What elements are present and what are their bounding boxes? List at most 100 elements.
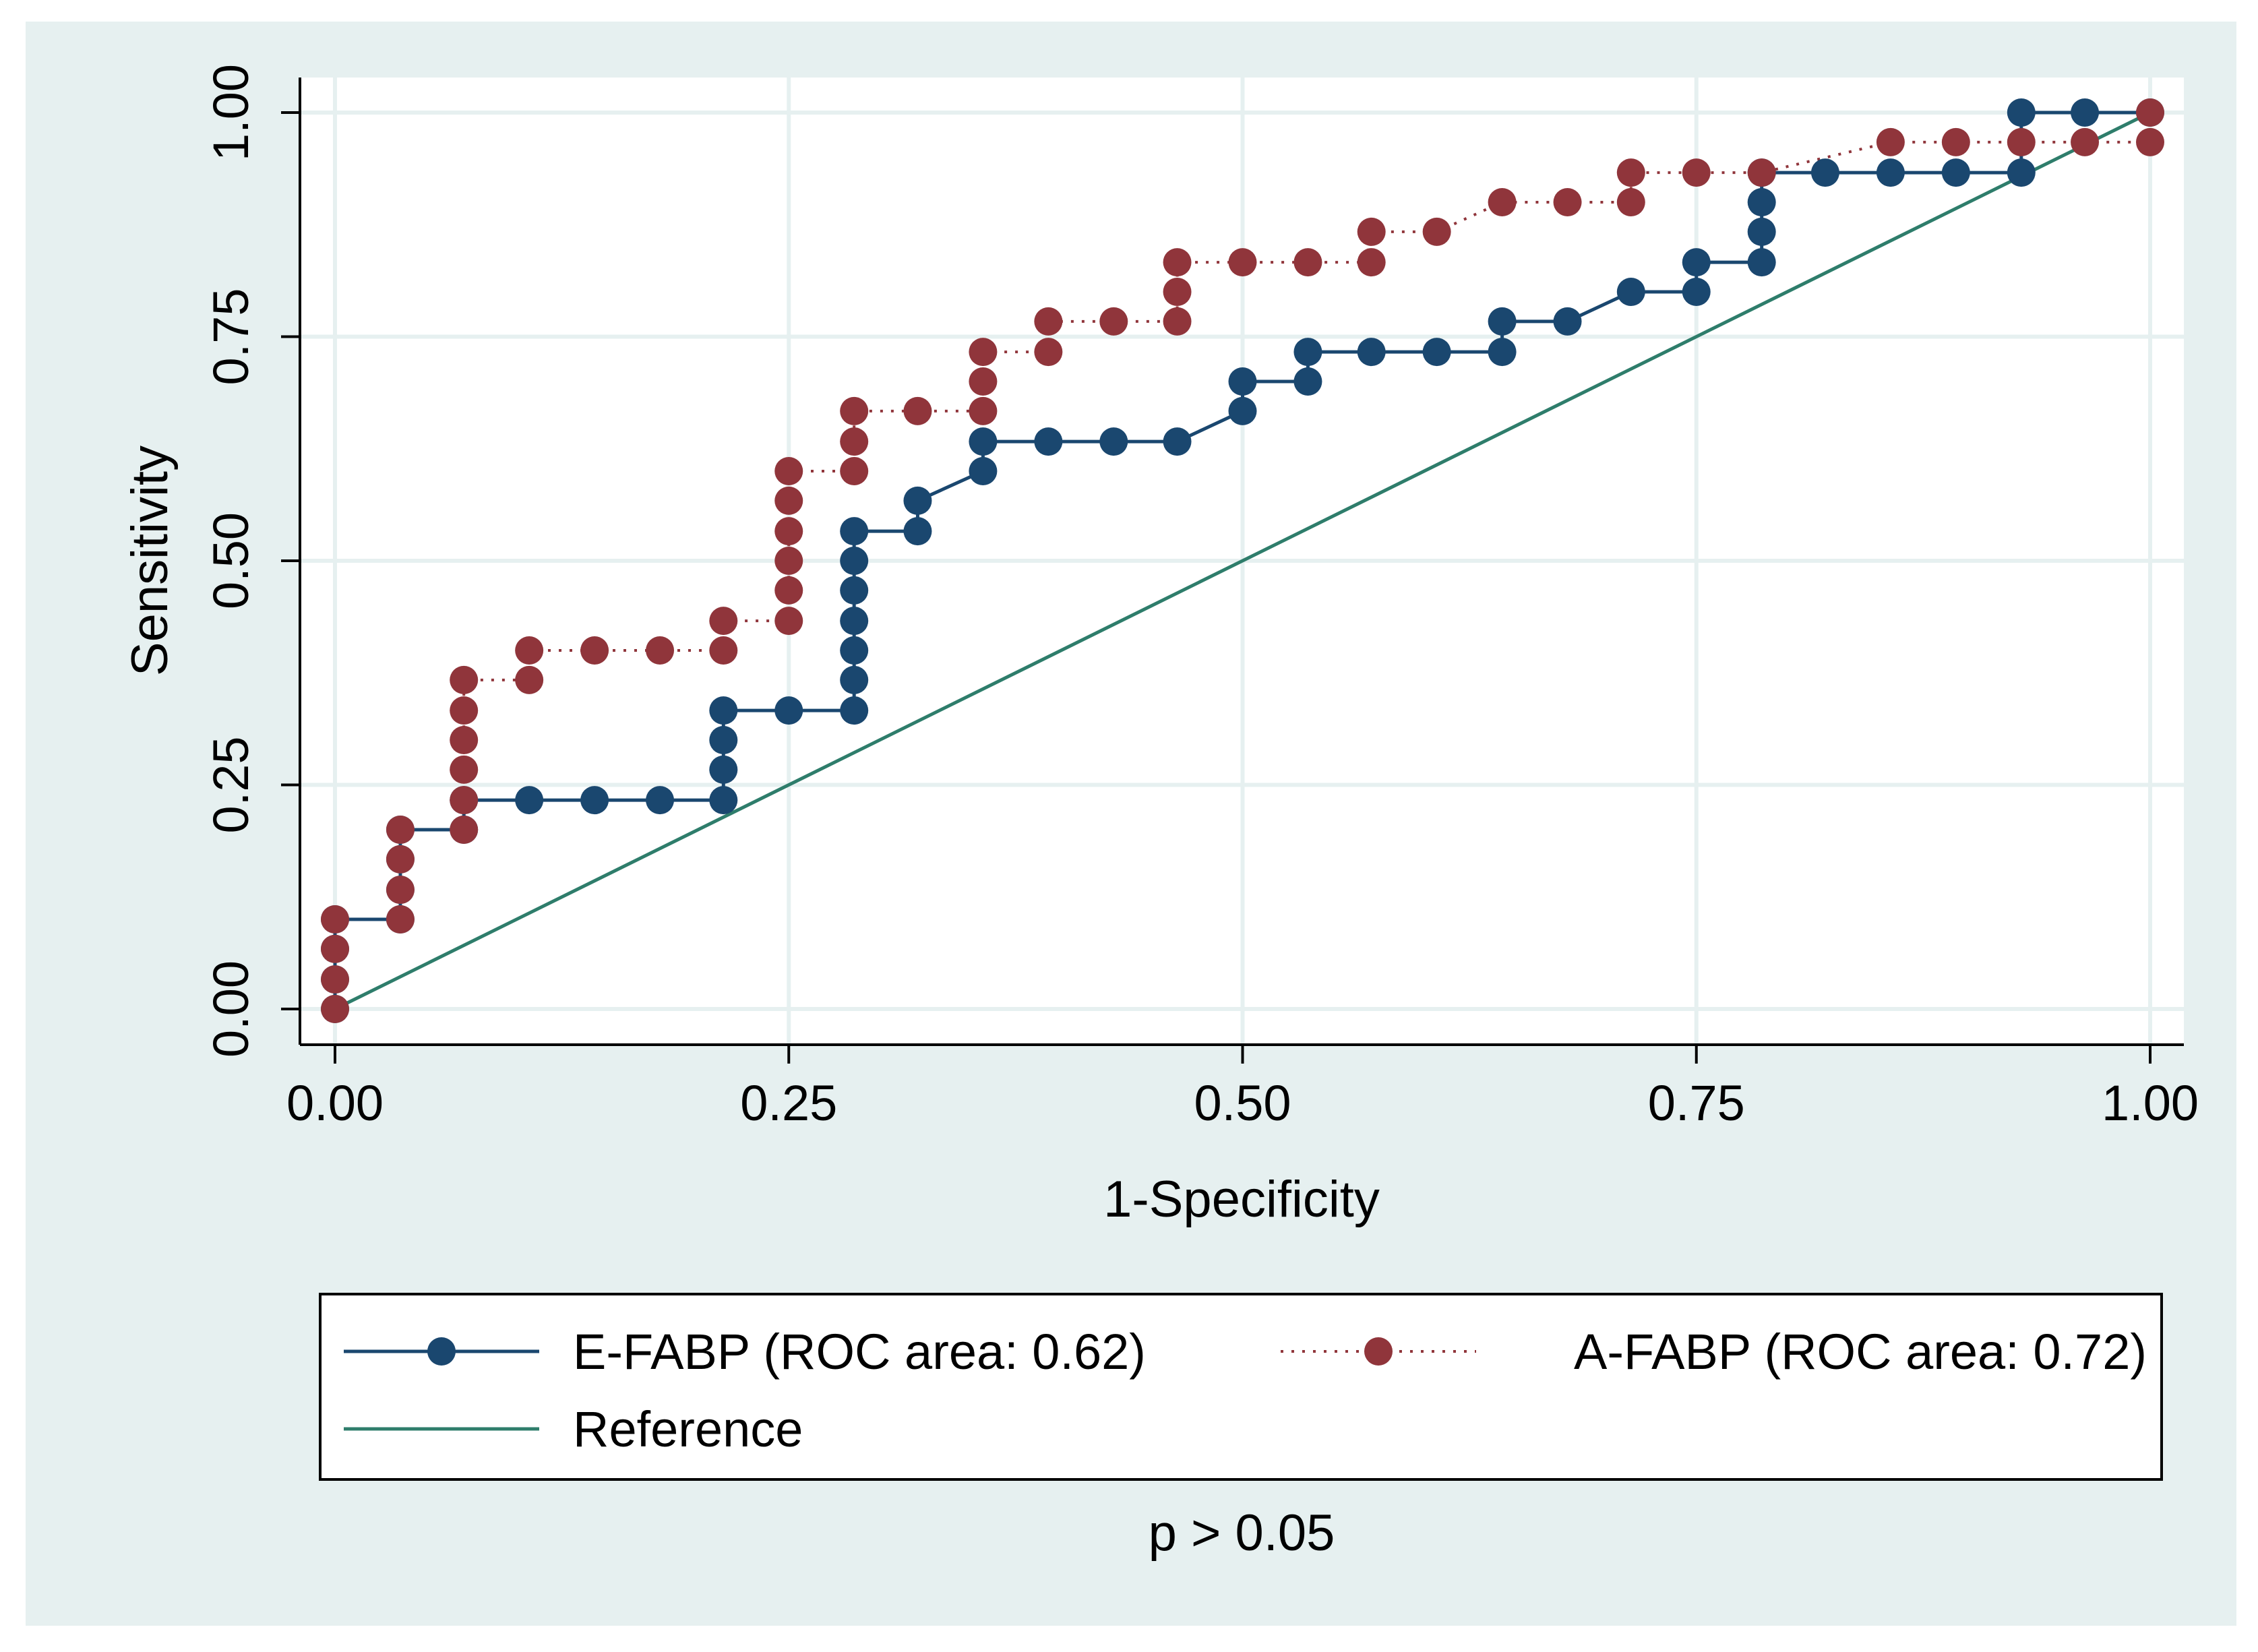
e-fabp-point bbox=[903, 517, 932, 546]
e-fabp-point bbox=[1747, 248, 1776, 277]
a-fabp-point bbox=[1616, 158, 1645, 187]
a-fabp-point bbox=[386, 905, 415, 934]
a-fabp-point bbox=[321, 995, 349, 1023]
e-fabp-point bbox=[1228, 367, 1257, 396]
a-fabp-point bbox=[774, 576, 803, 605]
y-tick-label: 0.75 bbox=[203, 288, 259, 385]
a-fabp-point bbox=[1034, 307, 1063, 336]
a-fabp-point bbox=[1553, 188, 1582, 216]
e-fabp-point bbox=[774, 696, 803, 725]
e-fabp-point bbox=[969, 427, 998, 456]
a-fabp-point bbox=[1876, 127, 1905, 156]
legend-e-fabp-label: E-FABP (ROC area: 0.62) bbox=[573, 1324, 1146, 1380]
a-fabp-point bbox=[969, 367, 998, 396]
e-fabp-point bbox=[969, 457, 998, 485]
e-fabp-point bbox=[840, 517, 869, 546]
e-fabp-point bbox=[1810, 158, 1839, 187]
legend-box bbox=[319, 1293, 2163, 1481]
y-tick-label: 0.25 bbox=[203, 736, 259, 833]
a-fabp-line bbox=[334, 113, 2152, 1009]
x-tick-label: 1.00 bbox=[2102, 1075, 2199, 1131]
a-fabp-point bbox=[2007, 127, 2036, 156]
a-fabp-point bbox=[386, 816, 415, 844]
a-fabp-point bbox=[450, 816, 479, 844]
a-fabp-point bbox=[450, 726, 479, 754]
a-fabp-point bbox=[1747, 158, 1776, 187]
x-axis-title: 1-Specificity bbox=[1103, 1171, 1380, 1228]
a-fabp-point bbox=[903, 396, 932, 425]
a-fabp-point bbox=[1357, 248, 1386, 277]
legend: E-FABP (ROC area: 0.62) A-FABP (ROC area… bbox=[319, 1293, 2163, 1481]
x-tick-label: 0.75 bbox=[1648, 1075, 1745, 1131]
e-fabp-point bbox=[1553, 307, 1582, 336]
reference-line bbox=[334, 111, 2152, 1011]
e-fabp-point bbox=[1422, 338, 1451, 367]
a-fabp-point bbox=[1422, 217, 1451, 246]
a-fabp-point bbox=[840, 427, 869, 456]
e-fabp-point bbox=[1163, 427, 1192, 456]
a-fabp-point bbox=[969, 396, 998, 425]
y-tick-label: 0.50 bbox=[203, 512, 259, 609]
e-fabp-point bbox=[840, 547, 869, 575]
a-fabp-point bbox=[321, 965, 349, 994]
y-tick-label: 1.00 bbox=[203, 64, 259, 161]
e-fabp-point bbox=[1357, 338, 1386, 367]
a-fabp-point bbox=[774, 517, 803, 546]
e-fabp-point bbox=[1099, 427, 1128, 456]
a-fabp-point bbox=[840, 396, 869, 425]
a-fabp-point bbox=[840, 457, 869, 485]
e-fabp-point bbox=[1616, 278, 1645, 306]
legend-reference-label: Reference bbox=[573, 1401, 803, 1457]
e-fabp-point bbox=[840, 696, 869, 725]
tick-layer: 0.00 0.25 0.50 0.75 1.00 0.00 0.25 0.50 0.75 1.00 bbox=[203, 64, 2199, 1131]
a-fabp-point bbox=[1163, 278, 1192, 306]
x-tick-label: 0.25 bbox=[740, 1075, 837, 1131]
a-fabp-point bbox=[1293, 248, 1322, 277]
a-fabp-point bbox=[1163, 307, 1192, 336]
a-fabp-point bbox=[1163, 248, 1192, 277]
a-fabp-point bbox=[2071, 127, 2100, 156]
e-fabp-point bbox=[709, 726, 738, 754]
e-fabp-point bbox=[2071, 98, 2100, 127]
e-fabp-point bbox=[903, 486, 932, 515]
legend-a-fabp-marker bbox=[1364, 1337, 1393, 1366]
e-fabp-point bbox=[1747, 217, 1776, 246]
a-fabp-point bbox=[1616, 188, 1645, 216]
e-fabp-point bbox=[646, 786, 675, 815]
e-fabp-point bbox=[840, 607, 869, 636]
e-fabp-point bbox=[840, 576, 869, 605]
e-fabp-point bbox=[1488, 338, 1517, 367]
legend-e-fabp-marker bbox=[427, 1337, 456, 1366]
e-fabp-point bbox=[1293, 367, 1322, 396]
a-fabp-point bbox=[774, 547, 803, 575]
e-fabp-point bbox=[1293, 338, 1322, 367]
a-fabp-point bbox=[1941, 127, 1970, 156]
a-fabp-point bbox=[321, 905, 349, 934]
e-fabp-point bbox=[1747, 188, 1776, 216]
a-fabp-point bbox=[646, 636, 675, 665]
a-fabp-point bbox=[1099, 307, 1128, 336]
a-fabp-point bbox=[709, 607, 738, 636]
legend-a-fabp-label: A-FABP (ROC area: 0.72) bbox=[1574, 1324, 2147, 1380]
a-fabp-point bbox=[1357, 217, 1386, 246]
a-fabp-point bbox=[1034, 338, 1063, 367]
a-fabp-point bbox=[450, 696, 479, 725]
a-fabp-point bbox=[1488, 188, 1517, 216]
a-fabp-point bbox=[774, 457, 803, 485]
a-fabp-point bbox=[386, 876, 415, 905]
a-fabp-point bbox=[515, 665, 544, 694]
a-fabp-point bbox=[321, 934, 349, 963]
e-fabp-point bbox=[709, 755, 738, 784]
a-fabp-point bbox=[580, 636, 609, 665]
a-fabp-point bbox=[2136, 98, 2164, 127]
a-fabp-point bbox=[774, 607, 803, 636]
p-value-note: p > 0.05 bbox=[1149, 1504, 1335, 1562]
e-fabp-point bbox=[709, 696, 738, 725]
e-fabp-point bbox=[709, 786, 738, 815]
e-fabp-point bbox=[1488, 307, 1517, 336]
a-fabp-point bbox=[450, 665, 479, 694]
e-fabp-point bbox=[1034, 427, 1063, 456]
a-fabp-point bbox=[450, 755, 479, 784]
a-fabp-point bbox=[1228, 248, 1257, 277]
